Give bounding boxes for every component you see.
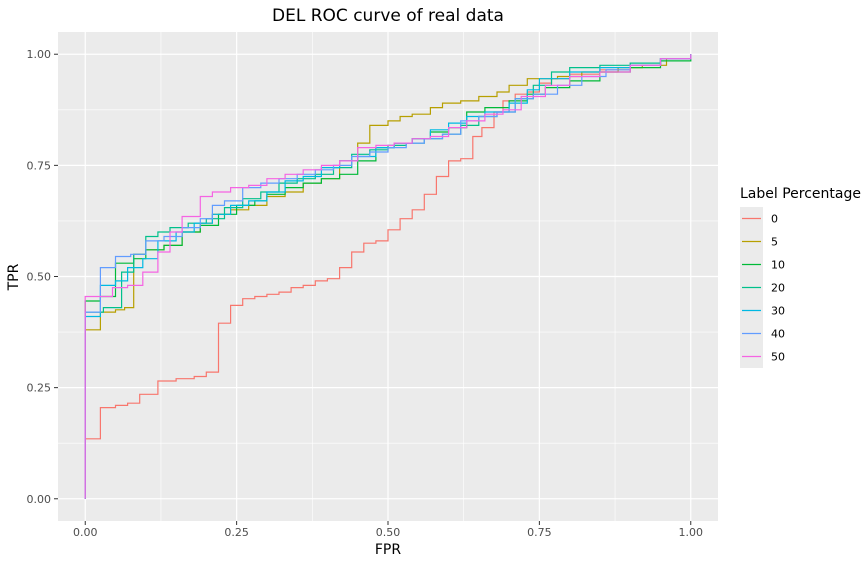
legend-label-50: 50 — [771, 351, 785, 364]
x-tick-label: 0.25 — [224, 526, 249, 539]
legend-label-40: 40 — [771, 328, 785, 341]
y-tick-label: 0.75 — [27, 159, 52, 172]
x-axis-label: FPR — [375, 542, 401, 558]
legend-label-30: 30 — [771, 305, 785, 318]
x-tick-label: 0.00 — [73, 526, 98, 539]
major-gridlines — [58, 32, 718, 521]
legend-items: 0 5 10 20 30 40 50 — [740, 207, 785, 368]
y-tick-label: 1.00 — [27, 48, 52, 61]
y-axis-label: TPR — [6, 263, 22, 291]
y-tick-label: 0.25 — [27, 382, 52, 395]
x-tick-label: 0.75 — [527, 526, 552, 539]
legend-title: Label Percentage — [740, 186, 861, 202]
legend-label-10: 10 — [771, 259, 785, 272]
x-tick-label: 1.00 — [679, 526, 704, 539]
y-tick-label: 0.00 — [27, 493, 52, 506]
chart-title: DEL ROC curve of real data — [272, 6, 504, 26]
y-axis: 0.00 0.25 0.50 0.75 1.00 — [27, 48, 58, 506]
series-line-50 — [84, 54, 692, 499]
legend-label-20: 20 — [771, 282, 785, 295]
x-axis: 0.00 0.25 0.50 0.75 1.00 — [73, 521, 703, 539]
legend: Label Percentage 0 5 10 20 30 40 50 — [740, 186, 861, 368]
series-lines — [84, 54, 692, 499]
legend-label-5: 5 — [771, 236, 778, 249]
y-tick-label: 0.50 — [27, 271, 52, 284]
legend-label-0: 0 — [771, 213, 778, 226]
x-tick-label: 0.50 — [376, 526, 401, 539]
